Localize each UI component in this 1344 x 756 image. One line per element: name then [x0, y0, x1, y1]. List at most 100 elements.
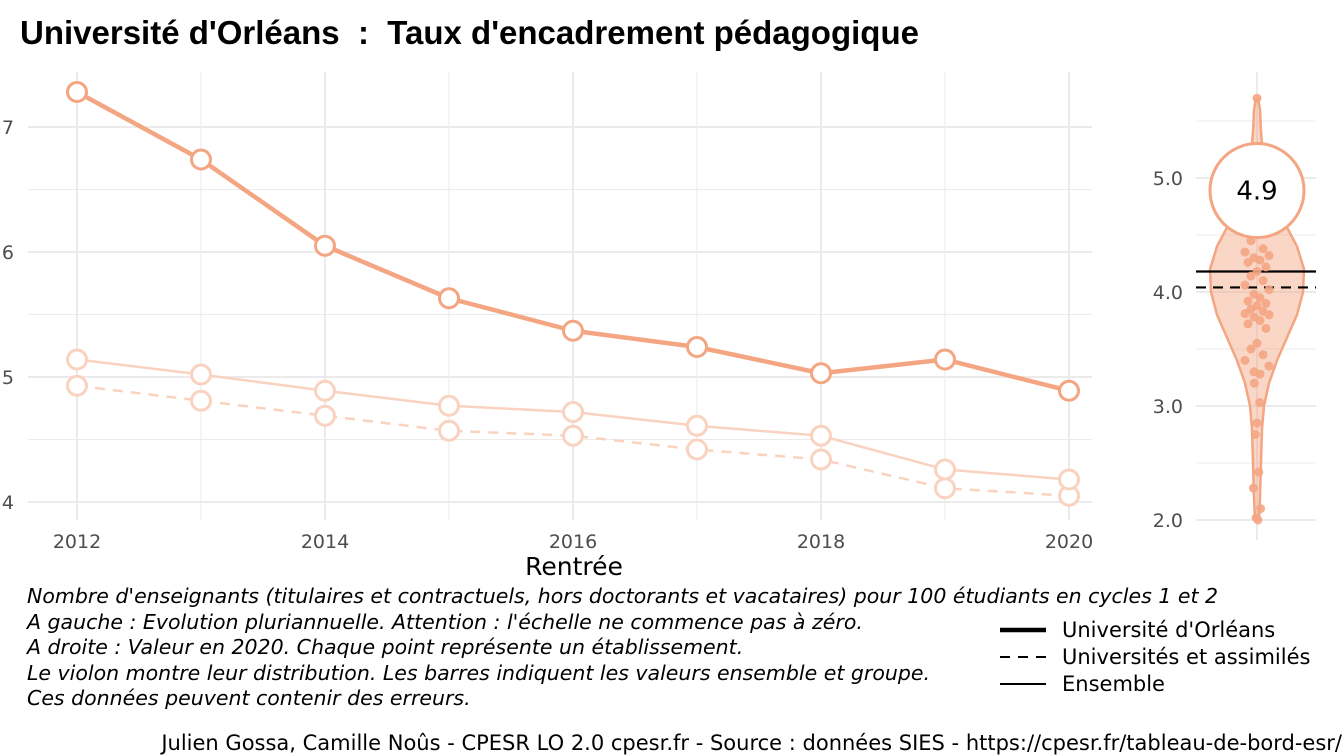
legend-key-dashed: [1000, 655, 1046, 658]
distribution-point: [1240, 247, 1250, 257]
distribution-point: [1240, 309, 1250, 319]
distribution-point: [1255, 293, 1265, 303]
value-bubble: [1208, 142, 1306, 240]
legend: Université d'Orléans Universités et assi…: [1000, 616, 1310, 697]
main-line-chart: 4 5 6 7 2012 2014 2016 2018 2020 Rentrée 2.0 3.0…: [2, 72, 1316, 581]
chart-notes: Nombre d'enseignants (titulaires et cont…: [27, 584, 1218, 712]
data-point: [314, 234, 336, 257]
data-point: [810, 362, 832, 385]
y-tick-label: 5: [2, 367, 14, 389]
legend-key-thin: [1000, 682, 1046, 685]
distribution-point: [1261, 262, 1271, 272]
legend-item-universite: Université d'Orléans: [1000, 616, 1310, 643]
series-lines: [66, 81, 1080, 507]
chart-title: Université d'Orléans : Taux d'encadremen…: [20, 14, 919, 51]
distribution-point: [1252, 418, 1262, 428]
data-point: [562, 319, 584, 342]
legend-item-universites-assimiles: Universités et assimilés: [1000, 643, 1310, 670]
data-point: [810, 448, 832, 471]
distribution-point: [1258, 276, 1268, 286]
note-line: Le violon montre leur distribution. Les …: [27, 660, 931, 685]
data-point: [438, 287, 460, 310]
distribution-point: [1250, 430, 1260, 439]
x-tick-label: 2018: [797, 531, 845, 553]
data-point: [686, 336, 708, 358]
legend-item-ensemble: Ensemble: [1000, 670, 1310, 697]
distribution-point: [1255, 369, 1265, 379]
note-line: Ces données peuvent contenir des erreurs…: [27, 686, 471, 710]
data-point: [934, 348, 956, 371]
grid-lines: [28, 72, 1092, 520]
data-point: [686, 414, 708, 437]
data-point: [190, 148, 212, 171]
legend-label: Universités et assimilés: [1062, 644, 1311, 669]
distribution-point: [1243, 257, 1253, 267]
distribution-point: [1253, 515, 1263, 525]
series-ensemble: [66, 348, 1080, 491]
data-point: [314, 404, 336, 427]
data-point: [190, 389, 212, 412]
note-line: A gauche : Evolution pluriannuelle. Atte…: [27, 609, 863, 634]
value-label: 4.9: [1236, 177, 1277, 207]
distribution-point: [1248, 483, 1258, 493]
legend-key-thick: [1000, 627, 1046, 632]
x-tick-label: 2016: [549, 531, 597, 553]
y-tick-labels: 4 5 6 7: [2, 117, 14, 514]
data-point: [1058, 379, 1080, 402]
legend-label: Université d'Orléans: [1062, 617, 1276, 642]
data-point: [686, 438, 708, 461]
data-point: [314, 379, 336, 402]
distribution-point: [1246, 271, 1256, 281]
x-tick-labels: 2012 2014 2016 2018 2020: [53, 531, 1093, 553]
data-point: [562, 424, 584, 447]
x-tick-label: 2014: [301, 531, 349, 553]
note-line: Nombre d'enseignants (titulaires et cont…: [27, 584, 1219, 608]
distribution-point: [1255, 255, 1265, 265]
distribution-point: [1256, 504, 1266, 514]
source-caption: Julien Gossa, Camille Noûs - CPESR LO 2.…: [161, 731, 1342, 755]
distribution-point: [1261, 298, 1271, 308]
data-point: [1058, 468, 1080, 491]
violin-panel: 2.0 3.0 4.0 5.0 4.9: [1153, 72, 1316, 540]
data-point: [438, 419, 460, 442]
distribution-point: [1240, 280, 1250, 290]
data-point: [66, 348, 88, 371]
legend-label: Ensemble: [1062, 671, 1165, 696]
distribution-point: [1252, 93, 1262, 103]
y-tick-label: 2.0: [1153, 510, 1183, 532]
distribution-point: [1258, 244, 1268, 254]
y-tick-label: 4.0: [1153, 282, 1183, 304]
distribution-point: [1255, 316, 1265, 325]
distribution-point: [1243, 319, 1253, 329]
y-tick-label: 4: [2, 492, 14, 514]
data-point: [66, 374, 88, 397]
y-tick-label: 3.0: [1153, 396, 1183, 418]
data-point: [66, 81, 88, 103]
distribution-point: [1252, 338, 1262, 348]
y-tick-label: 5.0: [1153, 168, 1183, 190]
data-point: [562, 401, 584, 423]
distribution-point: [1249, 378, 1259, 388]
x-tick-label: 2020: [1045, 531, 1093, 553]
x-tick-label: 2012: [53, 531, 101, 553]
data-point: [934, 477, 956, 500]
distribution-point: [1254, 467, 1264, 477]
series-universite: [66, 81, 1080, 402]
data-point: [810, 424, 832, 447]
distribution-point: [1240, 355, 1250, 365]
series-line: [76, 384, 1070, 497]
distribution-point: [1261, 323, 1271, 333]
distribution-point: [1264, 285, 1274, 295]
distribution-point: [1264, 251, 1274, 261]
series-universites-assimiles: [66, 374, 1080, 507]
y-tick-label: 7: [2, 117, 14, 139]
data-point: [438, 394, 460, 417]
y-tick-label: 6: [2, 242, 14, 264]
distribution-point: [1264, 361, 1274, 371]
x-axis-label: Rentrée: [525, 552, 623, 581]
distribution-point: [1258, 350, 1268, 360]
data-point: [190, 363, 212, 386]
distribution-point: [1243, 296, 1253, 306]
data-point: [934, 458, 956, 481]
distribution-point: [1246, 344, 1256, 354]
